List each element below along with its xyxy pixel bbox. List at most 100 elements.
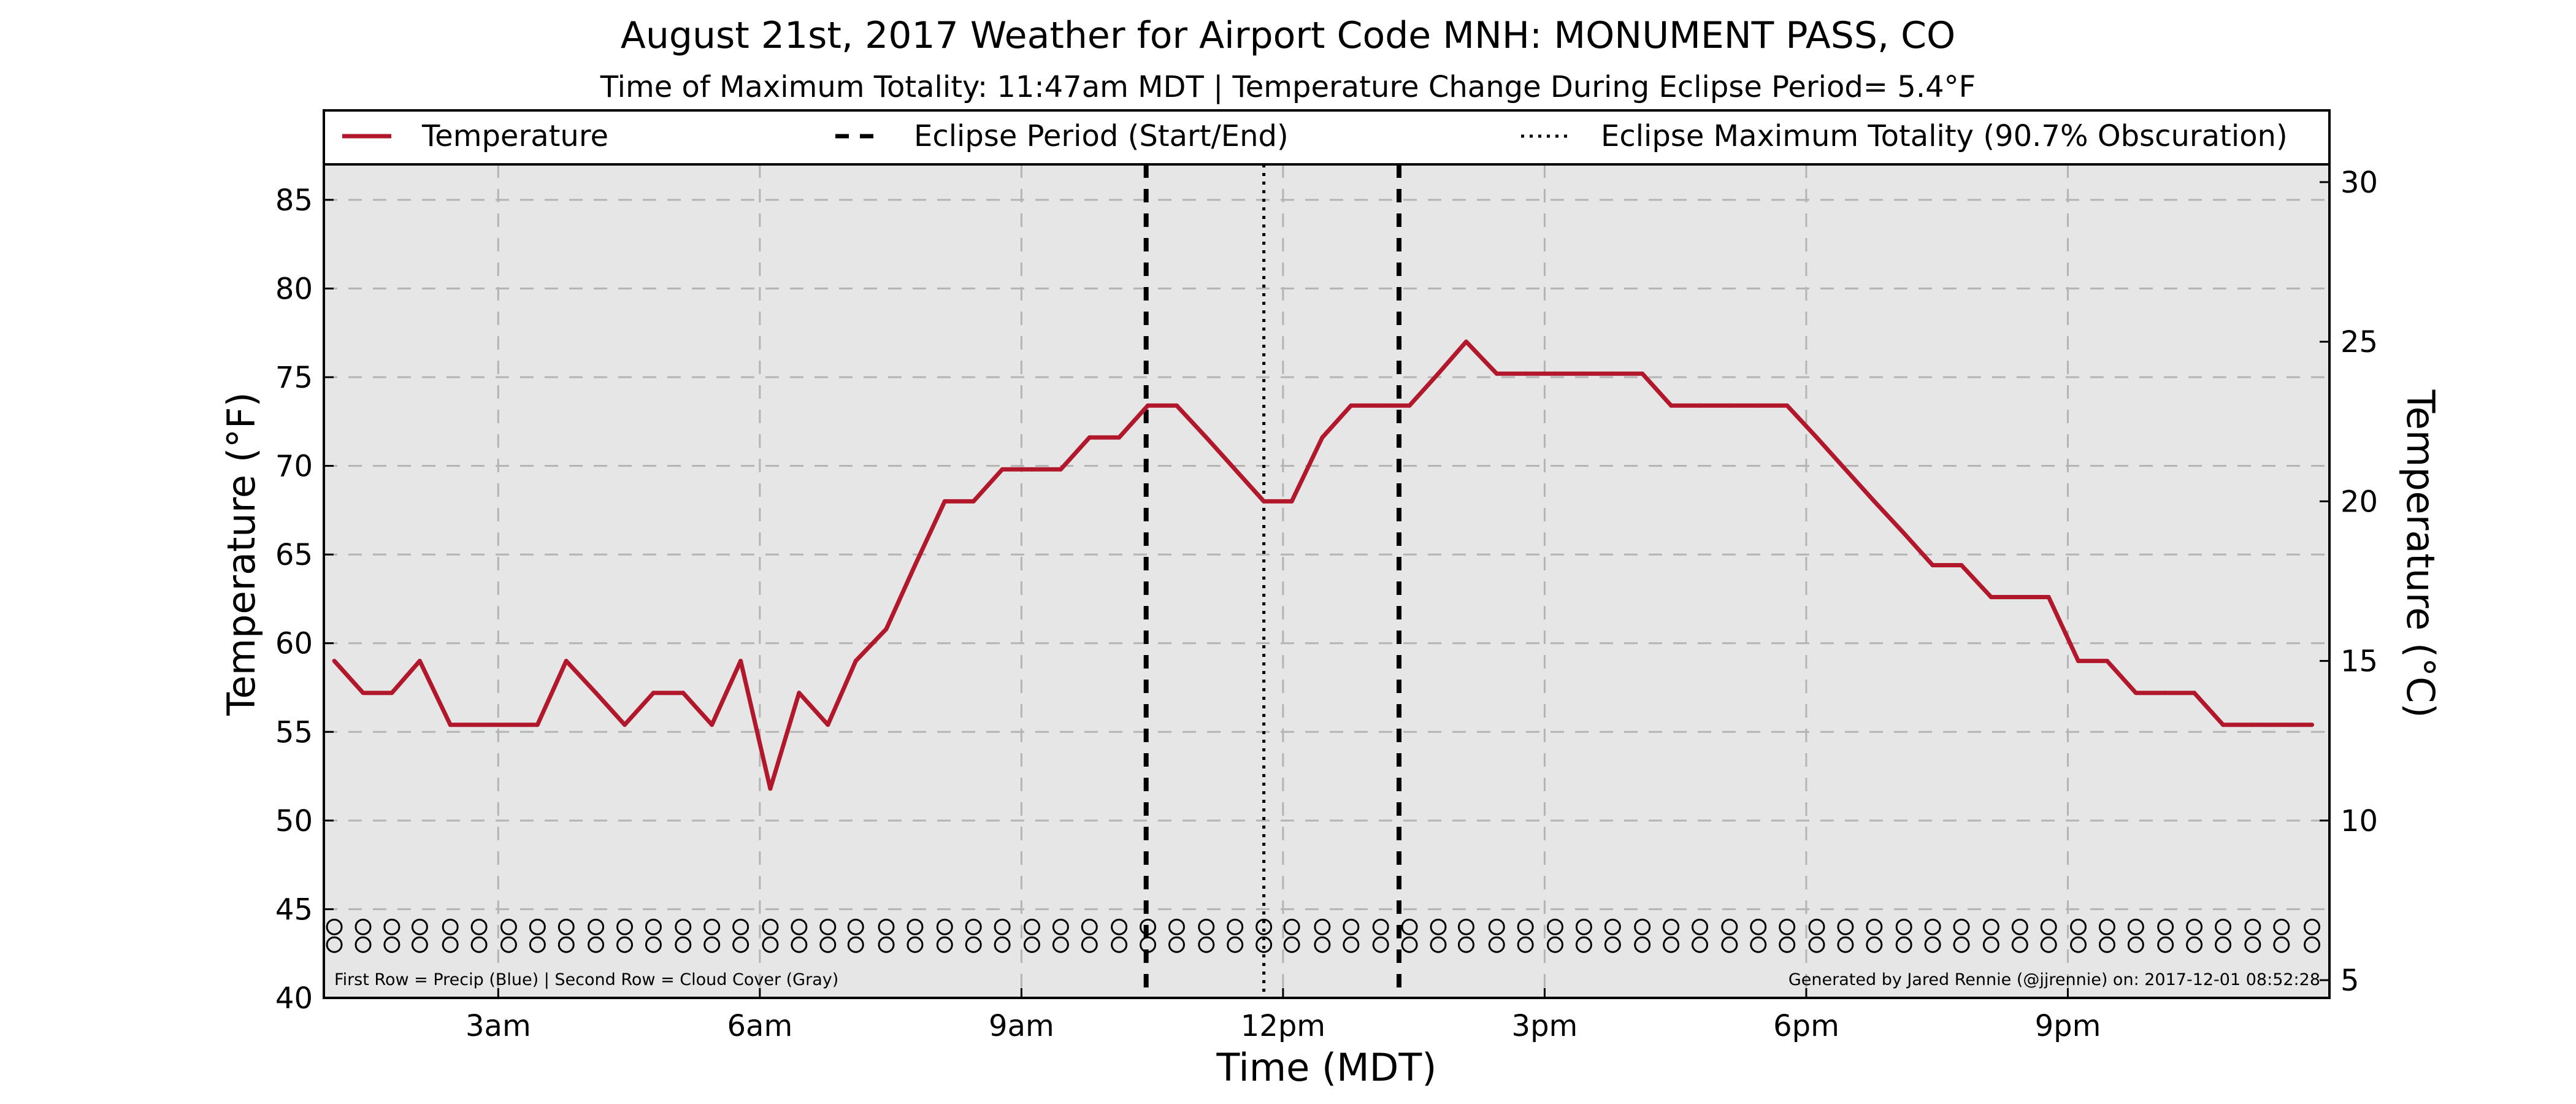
- precip-marker: [1750, 918, 1767, 935]
- temperature-point: [884, 627, 889, 632]
- temperature-point: [1289, 499, 1294, 504]
- cloud-cover-marker: [1575, 936, 1592, 953]
- precip-marker: [2215, 918, 2232, 935]
- precip-marker: [2011, 918, 2028, 935]
- cloud-cover-marker: [2244, 936, 2261, 953]
- temperature-point: [2133, 691, 2138, 696]
- temperature-point: [1087, 435, 1092, 440]
- temperature-point: [1727, 403, 1732, 408]
- precip-marker: [1283, 918, 1300, 935]
- precip-marker: [645, 918, 662, 935]
- precip-marker: [1023, 918, 1040, 935]
- temperature-point: [1262, 499, 1267, 504]
- precip-marker: [1604, 918, 1621, 935]
- y-tick-label: 85: [275, 183, 313, 218]
- precip-marker: [558, 918, 575, 935]
- cloud-cover-marker: [1721, 936, 1738, 953]
- temperature-point: [2163, 691, 2168, 696]
- cloud-cover-marker: [1081, 936, 1098, 953]
- chart-title: August 21st, 2017 Weather for Airport Co…: [621, 14, 1955, 57]
- precip-marker: [1663, 918, 1680, 935]
- temperature-point: [564, 659, 569, 664]
- precip-marker: [1111, 918, 1128, 935]
- x-tick-label: 6am: [727, 1009, 793, 1043]
- temperature-point: [1320, 435, 1325, 440]
- cloud-cover-marker: [558, 936, 575, 953]
- y-tick-label: 50: [275, 804, 313, 838]
- precip-marker: [1081, 918, 1098, 935]
- y-tick-label: 55: [275, 715, 313, 749]
- cloud-cover-marker: [1052, 936, 1069, 953]
- cloud-cover-marker: [500, 936, 517, 953]
- precip-marker: [847, 918, 864, 935]
- y-tick-label: 75: [275, 361, 313, 395]
- precip-marker: [326, 918, 343, 935]
- x-tick-label: 12pm: [1241, 1009, 1325, 1043]
- cloud-cover-marker: [2127, 936, 2144, 953]
- cloud-cover-marker: [2304, 936, 2321, 953]
- y-tick-label: 80: [275, 272, 313, 306]
- temperature-point: [913, 562, 918, 567]
- cloud-cover-marker: [442, 936, 459, 953]
- cloud-cover-marker: [1517, 936, 1534, 953]
- y-ticks-left: 40 45 50 55 60 65 70 75 80 85: [275, 183, 334, 1016]
- precip-marker: [1575, 918, 1592, 935]
- cloud-cover-marker: [1488, 936, 1505, 953]
- temperature-point: [1146, 403, 1151, 408]
- temperature-point: [797, 691, 802, 696]
- cloud-cover-marker: [907, 936, 924, 953]
- temperature-point: [1640, 371, 1645, 376]
- x-ticks: 3am 6am 9am 12pm 3pm 6pm 9pm: [466, 988, 2101, 1043]
- cloud-cover-marker: [616, 936, 633, 953]
- temperature-point: [1204, 435, 1209, 440]
- cloud-cover-marker: [411, 936, 428, 953]
- precip-marker: [878, 918, 895, 935]
- cloud-cover-marker: [1866, 936, 1883, 953]
- legend-eclipse-period-label: Eclipse Period (Start/End): [914, 119, 1289, 153]
- y-tick-label-right: 20: [2340, 485, 2378, 519]
- temperature-point: [535, 723, 540, 727]
- temperature-point: [389, 691, 394, 696]
- precip-marker: [411, 918, 428, 935]
- cloud-cover-marker: [2215, 936, 2232, 953]
- cloud-cover-marker: [1314, 936, 1331, 953]
- cloud-cover-marker: [645, 936, 662, 953]
- y-tick-label: 70: [275, 450, 313, 484]
- temperature-point: [2017, 595, 2022, 600]
- temperature-point: [738, 659, 743, 664]
- cloud-cover-marker: [326, 936, 343, 953]
- temperature-point: [853, 659, 858, 664]
- temperature-point: [2104, 659, 2109, 664]
- cloud-cover-marker: [2040, 936, 2057, 953]
- precip-marker: [675, 918, 692, 935]
- temperature-point: [594, 691, 599, 696]
- precip-marker: [1692, 918, 1709, 935]
- precip-marker: [2186, 918, 2203, 935]
- cloud-cover-marker: [588, 936, 605, 953]
- temperature-point: [417, 659, 422, 664]
- precip-marker: [2304, 918, 2321, 935]
- precip-marker: [1721, 918, 1738, 935]
- precip-marker: [1343, 918, 1360, 935]
- temperature-point: [1669, 403, 1674, 408]
- y-axis-label-right: Temperature (°C): [2398, 389, 2443, 718]
- bottom-right-note: Generated by Jared Rennie (@jjrennie) on…: [1788, 970, 2320, 989]
- precip-marker: [2040, 918, 2057, 935]
- x-tick-label: 6pm: [1773, 1009, 1839, 1043]
- precip-marker: [1488, 918, 1505, 935]
- cloud-cover-marker: [1895, 936, 1912, 953]
- cloud-cover-marker: [2011, 936, 2028, 953]
- precip-marker: [1953, 918, 1970, 935]
- precip-marker: [1227, 918, 1244, 935]
- y-tick-label-right: 15: [2340, 645, 2378, 679]
- precip-marker: [907, 918, 924, 935]
- precip-marker: [383, 918, 401, 935]
- cloud-cover-marker: [732, 936, 749, 953]
- temperature-point: [768, 786, 773, 791]
- precip-marker: [703, 918, 721, 935]
- cloud-cover-marker: [2157, 936, 2174, 953]
- plot-background: [324, 164, 2329, 998]
- cloud-cover-marker: [1227, 936, 1244, 953]
- temperature-point: [651, 691, 656, 696]
